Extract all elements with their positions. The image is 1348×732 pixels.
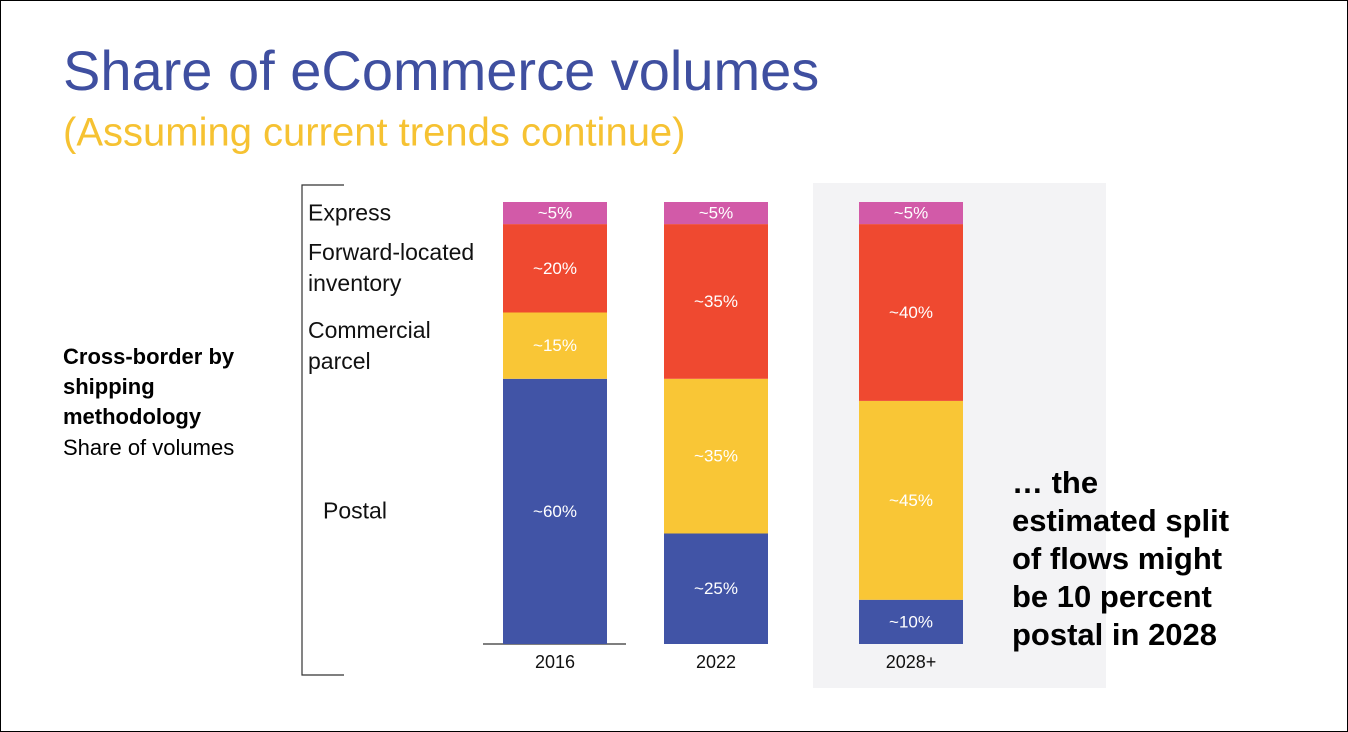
value-label: ~40% bbox=[889, 303, 933, 322]
value-label: ~5% bbox=[894, 204, 929, 223]
x-tick-label: 2016 bbox=[535, 652, 575, 672]
value-label: ~35% bbox=[694, 447, 738, 466]
chart-title: Share of eCommerce volumes bbox=[63, 39, 819, 102]
bar-segment bbox=[859, 599, 963, 644]
annotation: … the estimated split of flows might be … bbox=[1012, 465, 1230, 652]
bar-segment bbox=[503, 224, 607, 313]
bracket bbox=[301, 184, 344, 676]
value-label: ~60% bbox=[533, 502, 577, 521]
axis-title: Cross-border by shipping methodology bbox=[63, 344, 235, 429]
x-tick-label: 2022 bbox=[696, 652, 736, 672]
bar-segment bbox=[859, 400, 963, 600]
x-tick-label: 2028+ bbox=[886, 652, 937, 672]
bar-segment bbox=[859, 202, 963, 225]
series-label: Forward-located inventory bbox=[308, 239, 475, 297]
bar-segment bbox=[503, 378, 607, 644]
value-label: ~5% bbox=[538, 204, 573, 223]
bar-segment bbox=[503, 202, 607, 225]
series-label: Postal bbox=[323, 497, 387, 524]
axis-subtitle: Share of volumes bbox=[63, 435, 235, 460]
bar-segment bbox=[664, 533, 768, 644]
value-label: ~25% bbox=[694, 579, 738, 598]
chart-subtitle: (Assuming current trends continue) bbox=[63, 111, 686, 155]
bar-segment bbox=[664, 378, 768, 534]
series-label: Express bbox=[308, 199, 392, 226]
value-label: ~10% bbox=[889, 612, 933, 631]
value-label: ~20% bbox=[533, 259, 577, 278]
bar-segment bbox=[664, 202, 768, 225]
bar-segment bbox=[664, 224, 768, 379]
bar-segment bbox=[503, 312, 607, 379]
value-label: ~35% bbox=[694, 292, 738, 311]
value-label: ~15% bbox=[533, 336, 577, 355]
bar-segment bbox=[859, 224, 963, 401]
series-label: Commercial parcel bbox=[308, 316, 431, 374]
value-label: ~5% bbox=[699, 204, 734, 223]
value-label: ~45% bbox=[889, 491, 933, 510]
